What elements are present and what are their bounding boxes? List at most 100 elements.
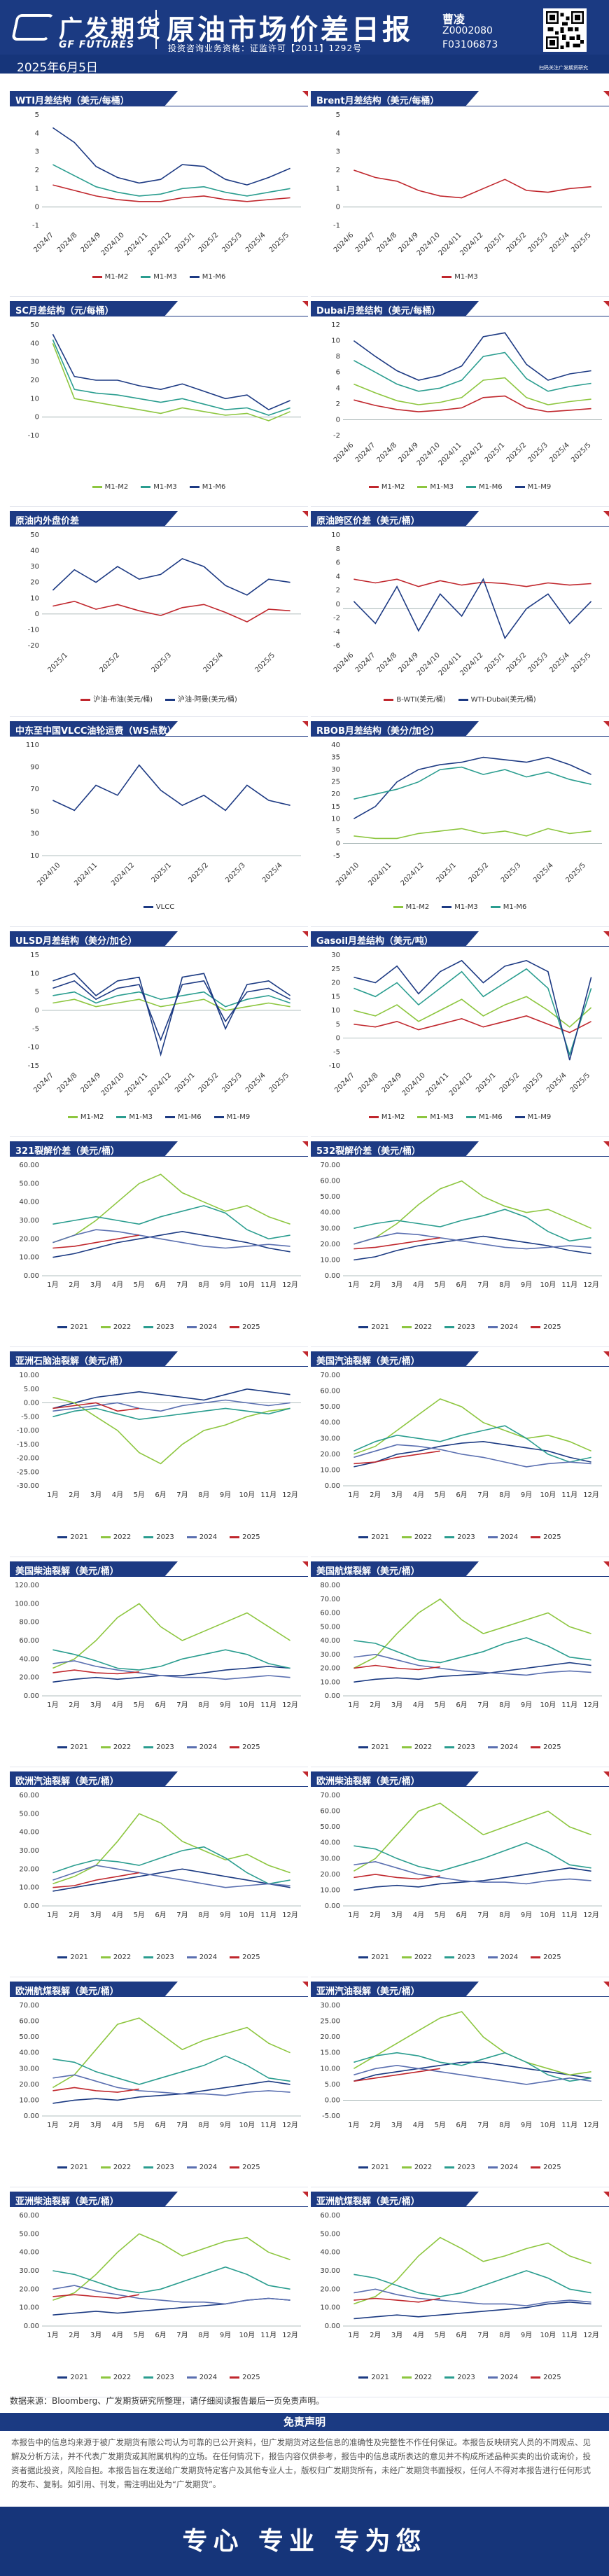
corner-accent <box>603 511 609 517</box>
legend-label: M1-M2 <box>405 903 430 911</box>
header-rule <box>10 2206 308 2207</box>
brand-name: 广发期货 <box>59 15 162 43</box>
legend-item: M1-M3 <box>442 903 478 911</box>
y-tick-label: 5 <box>336 1021 340 1029</box>
y-tick-label: 10.00 <box>320 2065 340 2073</box>
header-rule <box>311 1786 609 1787</box>
x-tick-label: 2024/10 <box>416 441 442 467</box>
x-tick-label: 10月 <box>540 1911 556 1919</box>
footer-slogan: 专心 专业 专为您 <box>0 2507 609 2576</box>
y-tick-label: -10 <box>28 1044 39 1052</box>
legend-swatch <box>393 905 403 908</box>
header-rule <box>10 1156 308 1157</box>
series-line <box>354 766 592 800</box>
x-tick-label: 12月 <box>282 2331 298 2339</box>
legend-swatch <box>230 1325 240 1328</box>
legend-swatch <box>165 698 175 701</box>
chart-panel: Brent月差结构（美元/每桶） 5 4 3 2 1 0 -1 2024/6 2024/7 2024… <box>311 91 609 297</box>
legend-label: WTI-Dubai(美元/桶) <box>470 696 536 704</box>
x-tick-label: 1月 <box>348 1701 359 1709</box>
chart-plot: 121086420-22024/62024/72024/82024/92024/… <box>331 321 602 467</box>
y-tick-label: 2 <box>35 167 39 174</box>
legend-item: 2024 <box>487 2374 518 2381</box>
legend-label: M1-M9 <box>527 483 552 491</box>
y-tick-label: 60.00 <box>19 1162 39 1169</box>
legend-item: 2024 <box>186 2374 217 2381</box>
chart-panel: 欧洲汽油裂解（美元/桶） 60.00 50.00 40.00 30.00 20.00 10.… <box>10 1771 308 1977</box>
chart-title: 美国汽油裂解（美元/桶） <box>316 1356 420 1367</box>
y-tick-label: 90 <box>30 764 39 772</box>
legend-label: 2022 <box>113 1533 132 1541</box>
y-tick-label: 60.00 <box>320 1388 340 1395</box>
x-tick-label: 2024/12 <box>458 441 484 467</box>
series-line <box>354 169 592 199</box>
series-line <box>52 1660 290 1680</box>
legend-label: 沪油-阿曼(美元/桶) <box>178 696 237 704</box>
chart-header: 欧洲航煤裂解（美元/桶） <box>10 1982 308 1997</box>
chart-legend: M1-M3 <box>311 273 609 281</box>
chart-title: 欧洲航煤裂解（美元/桶） <box>15 1986 119 1997</box>
x-tick-label: 7月 <box>477 2121 489 2129</box>
legend-label: 2021 <box>371 1533 389 1541</box>
legend-item: M1-M2 <box>368 1113 405 1121</box>
y-tick-label: 40.00 <box>19 2049 39 2057</box>
legend-label: 2025 <box>543 1743 561 1751</box>
chart-header: 美国柴油裂解（美元/桶） <box>10 1561 308 1577</box>
y-tick-label: 10 <box>30 395 39 403</box>
legend-swatch <box>531 1746 541 1748</box>
x-tick-label: 2月 <box>370 2121 381 2129</box>
y-tick-label: 30.00 <box>320 1855 340 1863</box>
series-line <box>52 343 290 422</box>
corner-accent <box>302 1561 308 1567</box>
legend-label: 2025 <box>543 1323 561 1331</box>
header-bar <box>10 1141 178 1157</box>
legend-item: 2021 <box>57 1954 88 1961</box>
y-tick-label: 3 <box>336 148 340 156</box>
x-tick-label: 9月 <box>220 1911 231 1919</box>
y-tick-label: 5.00 <box>325 2081 340 2089</box>
chart-plot: 120.00 100.00 80.00 60.00 40.00 20.00 0.00 1月 2月… <box>15 1582 301 1709</box>
legend-swatch <box>141 485 151 488</box>
legend-swatch <box>531 1536 541 1538</box>
chart-title: 欧洲柴油裂解（美元/桶） <box>316 1776 420 1787</box>
corner-accent <box>603 1982 609 1987</box>
chart-plot: 70.00 60.00 50.00 40.00 30.00 20.00 10.00 0.00 1… <box>320 1792 602 1919</box>
x-tick-label: 2024/10 <box>100 1071 126 1097</box>
legend-swatch <box>230 1746 240 1748</box>
x-tick-label: 2月 <box>69 2331 80 2339</box>
y-tick-label: 0.00 <box>24 1902 39 1910</box>
y-tick-label: 35 <box>331 754 340 762</box>
qr-code-icon <box>543 8 587 52</box>
x-tick-label: 2024/7 <box>354 441 377 464</box>
x-tick-label: 4月 <box>112 1911 123 1919</box>
y-tick-label: 30.00 <box>19 2065 39 2073</box>
header-bar <box>10 1771 178 1787</box>
y-tick-label: 50.00 <box>320 1623 340 1631</box>
legend-label: 2021 <box>70 2164 88 2171</box>
y-tick-label: -5 <box>32 1025 39 1033</box>
x-tick-label: 8月 <box>499 1281 510 1289</box>
corner-accent <box>603 91 609 97</box>
y-tick-label: 70.00 <box>320 1596 340 1603</box>
x-tick-label: 2024/7 <box>32 231 55 254</box>
x-tick-label: 1月 <box>348 1911 359 1919</box>
y-tick-label: 50.00 <box>320 1403 340 1411</box>
x-tick-label: 2024/9 <box>80 231 103 254</box>
y-tick-label: 40 <box>30 340 39 347</box>
y-tick-label: 50.00 <box>19 2033 39 2041</box>
series-line <box>354 756 592 819</box>
legend-label: 2023 <box>457 1323 475 1331</box>
header-bar <box>10 511 178 527</box>
legend-item: M1-M6 <box>189 273 225 281</box>
legend-item: 2021 <box>358 2374 389 2381</box>
y-tick-label: 0 <box>35 1007 39 1015</box>
y-tick-label: 20.00 <box>320 1871 340 1879</box>
legend-swatch <box>100 1536 111 1538</box>
chart-header: 亚洲航煤裂解（美元/桶） <box>311 2192 609 2207</box>
chart-title: 美国柴油裂解（美元/桶） <box>15 1566 119 1577</box>
x-tick-label: 2025/2 <box>505 441 528 464</box>
x-tick-label: 2024/11 <box>367 861 393 887</box>
legend-swatch <box>214 1115 224 1118</box>
y-tick-label: 2 <box>336 401 340 408</box>
